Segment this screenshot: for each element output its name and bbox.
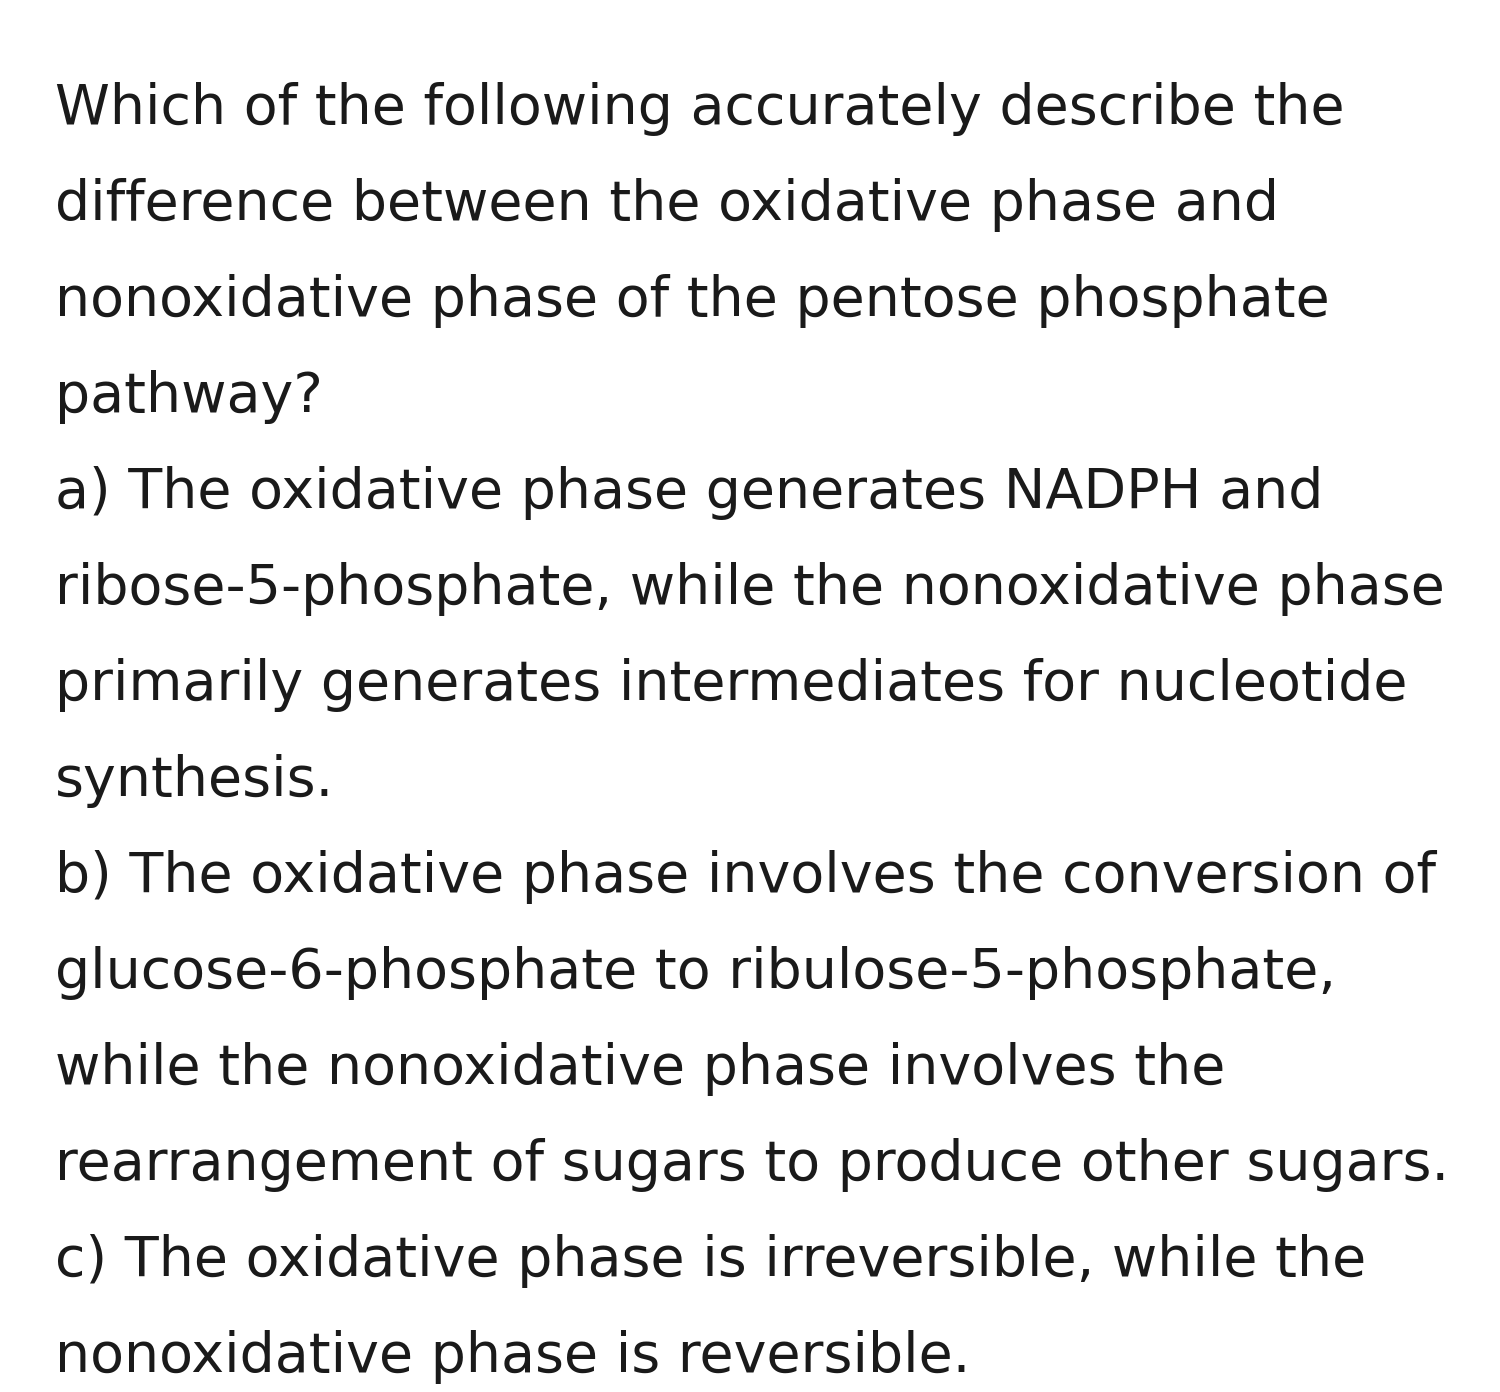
Text: c) The oxidative phase is irreversible, while the: c) The oxidative phase is irreversible, … (56, 1233, 1366, 1288)
Text: synthesis.: synthesis. (56, 754, 334, 807)
Text: rearrangement of sugars to produce other sugars.: rearrangement of sugars to produce other… (56, 1139, 1449, 1192)
Text: pathway?: pathway? (56, 370, 322, 425)
Text: b) The oxidative phase involves the conversion of: b) The oxidative phase involves the conv… (56, 851, 1436, 903)
Text: while the nonoxidative phase involves the: while the nonoxidative phase involves th… (56, 1043, 1225, 1096)
Text: Which of the following accurately describe the: Which of the following accurately descri… (56, 82, 1344, 136)
Text: ribose-5-phosphate, while the nonoxidative phase: ribose-5-phosphate, while the nonoxidati… (56, 562, 1444, 617)
Text: nonoxidative phase of the pentose phosphate: nonoxidative phase of the pentose phosph… (56, 274, 1329, 329)
Text: difference between the oxidative phase and: difference between the oxidative phase a… (56, 178, 1280, 232)
Text: nonoxidative phase is reversible.: nonoxidative phase is reversible. (56, 1329, 970, 1384)
Text: primarily generates intermediates for nucleotide: primarily generates intermediates for nu… (56, 658, 1407, 711)
Text: a) The oxidative phase generates NADPH and: a) The oxidative phase generates NADPH a… (56, 466, 1323, 521)
Text: glucose-6-phosphate to ribulose-5-phosphate,: glucose-6-phosphate to ribulose-5-phosph… (56, 947, 1336, 999)
